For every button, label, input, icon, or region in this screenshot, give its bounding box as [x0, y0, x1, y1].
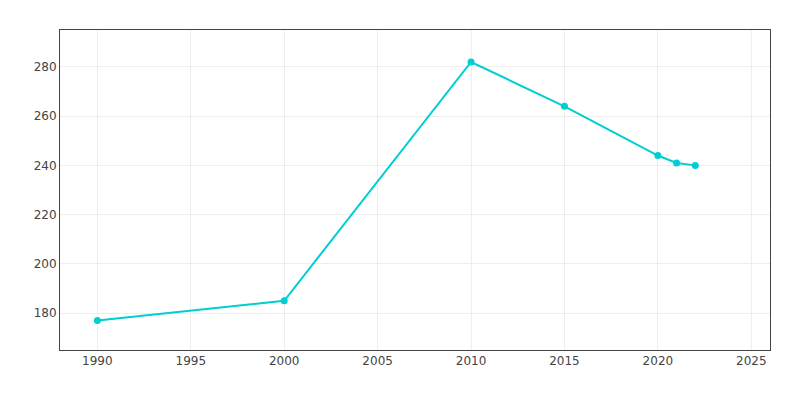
svg-text:180: 180	[34, 306, 57, 320]
svg-text:2010: 2010	[456, 354, 487, 368]
svg-text:2020: 2020	[643, 354, 674, 368]
svg-text:2015: 2015	[549, 354, 580, 368]
svg-text:1990: 1990	[82, 354, 113, 368]
svg-text:2025: 2025	[736, 354, 767, 368]
svg-text:240: 240	[34, 159, 57, 173]
svg-text:220: 220	[34, 208, 57, 222]
svg-text:2005: 2005	[362, 354, 393, 368]
svg-text:200: 200	[34, 257, 57, 271]
svg-text:2000: 2000	[269, 354, 300, 368]
svg-text:260: 260	[34, 109, 57, 123]
svg-text:1995: 1995	[176, 354, 207, 368]
svg-text:280: 280	[34, 60, 57, 74]
